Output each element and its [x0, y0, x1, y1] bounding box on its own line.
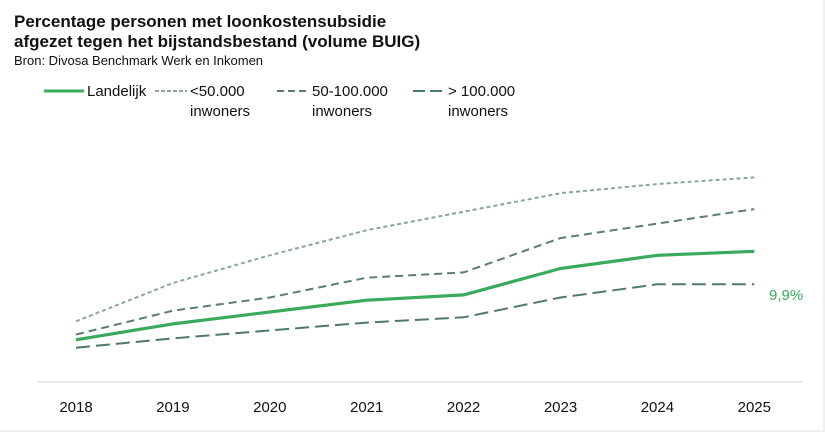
legend-item-large: > 100.000 inwoners: [413, 82, 515, 122]
legend-item-landelijk: Landelijk: [44, 82, 146, 102]
x-axis-tick-label: 2020: [253, 399, 286, 416]
x-axis-tick-label: 2023: [544, 399, 577, 416]
solid-line-icon: [44, 89, 84, 93]
series-line-medium-municipalities: [75, 208, 755, 336]
legend-label-line-2: inwoners: [190, 103, 251, 120]
legend-item-small: <50.000 inwoners: [155, 82, 250, 122]
x-axis-tick-label: 2018: [59, 399, 92, 416]
x-axis-tick-label: 2022: [447, 399, 480, 416]
series-line-small-municipalities: [75, 176, 755, 323]
chart-title: Percentage personen met loonkostensubsid…: [14, 12, 614, 52]
x-axis-tick-label: 2025: [738, 399, 771, 416]
long-dash-line-icon: [413, 90, 445, 92]
dotted-line-icon: [155, 90, 187, 92]
legend-label: Landelijk: [87, 83, 147, 100]
legend-label-line-2: inwoners: [448, 103, 509, 120]
chart-legend: Landelijk <50.000 inwoners 50-100.000 in…: [0, 82, 825, 122]
legend-label: <50.000: [190, 83, 245, 100]
chart-title-line-1: Percentage personen met loonkostensubsid…: [14, 12, 387, 31]
series-line-landelijk: [75, 249, 755, 342]
legend-label: 50-100.000: [312, 83, 388, 100]
legend-label-line-2: inwoners: [312, 103, 373, 120]
dashed-line-icon: [277, 90, 309, 92]
end-value-label: 9,9%: [769, 287, 803, 304]
x-axis-tick-label: 2024: [641, 399, 674, 416]
x-axis-tick-label: 2021: [350, 399, 383, 416]
legend-label: > 100.000: [448, 83, 516, 100]
chart-title-line-2: afgezet tegen het bijstandsbestand (volu…: [14, 32, 421, 51]
chart-source: Bron: Divosa Benchmark Werk en Inkomen: [14, 53, 264, 68]
legend-item-medium: 50-100.000 inwoners: [277, 82, 388, 122]
series-line-large-municipalities: [75, 283, 755, 349]
x-axis-tick-label: 2019: [156, 399, 189, 416]
